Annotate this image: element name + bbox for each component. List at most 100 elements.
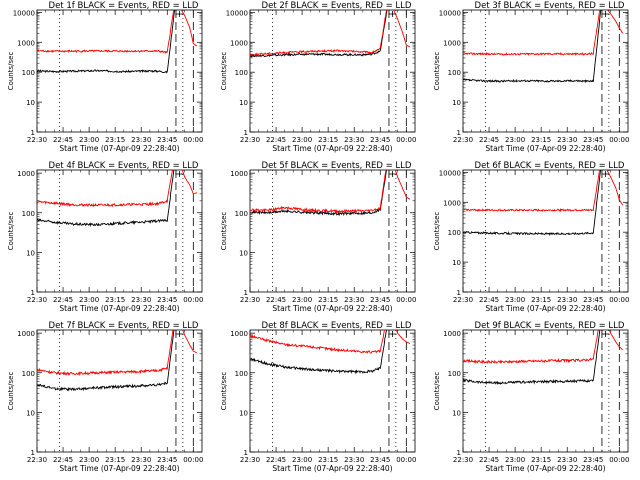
y-tick-label: 10000 xyxy=(226,9,248,17)
panel-title: Det 6f BLACK = Events, RED = LLD xyxy=(475,161,625,171)
x-tick-label: 23:15 xyxy=(531,136,551,144)
x-tick-label: 00:00 xyxy=(183,456,203,464)
series-line-events xyxy=(37,170,175,228)
y-tick-label: 1000 xyxy=(230,330,248,338)
series-line-events xyxy=(37,330,175,392)
y-tick-label: 100 xyxy=(235,69,248,77)
x-tick-label: 22:30 xyxy=(27,296,47,304)
series-line-events xyxy=(463,330,601,386)
series-line-lld xyxy=(250,170,411,214)
x-axis-label: Start Time (07-Apr-09 22:28:40) xyxy=(59,464,179,473)
x-tick-label: 00:00 xyxy=(396,456,416,464)
x-tick-label: 23:45 xyxy=(157,456,177,464)
x-axis-label: Start Time (07-Apr-09 22:28:40) xyxy=(272,304,392,313)
x-tick-label: 23:00 xyxy=(79,296,99,304)
panel-det-4: Det 4f BLACK = Events, RED = LLD 1 10 100 10… xyxy=(7,161,203,313)
x-tick-label: 23:15 xyxy=(105,296,125,304)
x-tick-label: 23:30 xyxy=(557,456,577,464)
x-axis-label: Start Time (07-Apr-09 22:28:40) xyxy=(272,144,392,153)
y-tick-label: 10 xyxy=(26,249,35,257)
y-tick-label: 1 xyxy=(457,449,461,457)
x-tick-label: 00:00 xyxy=(609,136,629,144)
series-line-events xyxy=(463,170,602,236)
y-tick-label: 1000 xyxy=(230,170,248,178)
x-tick-label: 00:00 xyxy=(183,136,203,144)
x-tick-label: 23:15 xyxy=(318,296,338,304)
y-tick-label: 10000 xyxy=(13,9,35,17)
y-tick-label: 1 xyxy=(31,289,35,297)
series-line-lld xyxy=(250,10,411,57)
x-tick-label: 22:30 xyxy=(453,456,473,464)
y-tick-label: 1000 xyxy=(17,170,35,178)
y-axis-label: Counts/sec xyxy=(433,52,441,91)
y-tick-label: 10 xyxy=(26,409,35,417)
panel-title: Det 4f BLACK = Events, RED = LLD xyxy=(49,161,199,171)
y-tick-label: 1 xyxy=(457,289,461,297)
x-axis-label: Start Time (07-Apr-09 22:28:40) xyxy=(485,144,605,153)
series-line-lld xyxy=(250,330,410,354)
plot-frame xyxy=(36,9,203,133)
series-line-lld xyxy=(37,330,197,377)
plot-frame xyxy=(462,169,629,293)
y-axis-label: Counts/sec xyxy=(433,372,441,411)
x-tick-label: 00:00 xyxy=(609,456,629,464)
y-axis-label: Counts/sec xyxy=(220,52,228,91)
x-tick-label: 23:45 xyxy=(157,136,177,144)
series-line-events xyxy=(37,10,176,74)
x-tick-label: 22:30 xyxy=(453,136,473,144)
y-tick-label: 10000 xyxy=(439,169,461,177)
x-tick-label: 23:30 xyxy=(131,296,151,304)
series-line-events xyxy=(463,10,602,84)
series-group xyxy=(37,10,198,74)
x-tick-label: 23:30 xyxy=(131,136,151,144)
y-tick-label: 10 xyxy=(239,249,248,257)
y-axis-label: Counts/sec xyxy=(220,212,228,251)
y-tick-label: 1000 xyxy=(230,39,248,47)
x-tick-label: 23:15 xyxy=(105,456,125,464)
x-tick-label: 23:00 xyxy=(292,296,312,304)
series-line-lld xyxy=(463,330,624,365)
x-tick-label: 23:15 xyxy=(318,136,338,144)
x-axis-label: Start Time (07-Apr-09 22:28:40) xyxy=(59,144,179,153)
panel-title: Det 2f BLACK = Events, RED = LLD xyxy=(262,1,412,11)
y-tick-label: 100 xyxy=(448,229,461,237)
x-tick-label: 23:15 xyxy=(531,296,551,304)
x-tick-label: 22:45 xyxy=(53,296,73,304)
y-tick-label: 1000 xyxy=(443,39,461,47)
series-group xyxy=(250,10,411,58)
y-tick-label: 10 xyxy=(452,259,461,267)
y-tick-label: 100 xyxy=(22,69,35,77)
x-tick-label: 23:45 xyxy=(370,136,390,144)
x-axis-label: Start Time (07-Apr-09 22:28:40) xyxy=(59,304,179,313)
y-axis-label: Counts/sec xyxy=(7,52,15,91)
panel-det-1: Det 1f BLACK = Events, RED = LLD 1 10 100 10… xyxy=(7,1,203,153)
x-tick-label: 22:45 xyxy=(479,456,499,464)
panel-title: Det 3f BLACK = Events, RED = LLD xyxy=(475,1,625,11)
x-tick-label: 23:00 xyxy=(505,456,525,464)
y-tick-label: 1000 xyxy=(443,199,461,207)
series-group xyxy=(463,170,624,236)
x-tick-label: 23:45 xyxy=(583,456,603,464)
x-tick-label: 23:45 xyxy=(583,136,603,144)
x-tick-label: 23:30 xyxy=(344,296,364,304)
plot-frame xyxy=(249,9,416,133)
x-tick-label: 22:45 xyxy=(479,136,499,144)
plot-frame xyxy=(36,329,203,453)
y-tick-label: 10 xyxy=(239,99,248,107)
y-tick-label: 1 xyxy=(31,449,35,457)
y-tick-label: 100 xyxy=(448,69,461,77)
plot-frame xyxy=(462,329,629,453)
series-line-lld xyxy=(463,170,624,213)
x-tick-label: 00:00 xyxy=(396,296,416,304)
panel-title: Det 8f BLACK = Events, RED = LLD xyxy=(262,321,412,331)
x-tick-label: 00:00 xyxy=(183,296,203,304)
series-group xyxy=(463,330,624,386)
x-axis-label: Start Time (07-Apr-09 22:28:40) xyxy=(485,464,605,473)
x-tick-label: 23:30 xyxy=(344,456,364,464)
y-tick-label: 10000 xyxy=(439,9,461,17)
plot-frame xyxy=(36,169,203,293)
x-tick-label: 22:30 xyxy=(240,456,260,464)
panel-title: Det 1f BLACK = Events, RED = LLD xyxy=(49,1,199,11)
series-line-events xyxy=(250,330,387,375)
